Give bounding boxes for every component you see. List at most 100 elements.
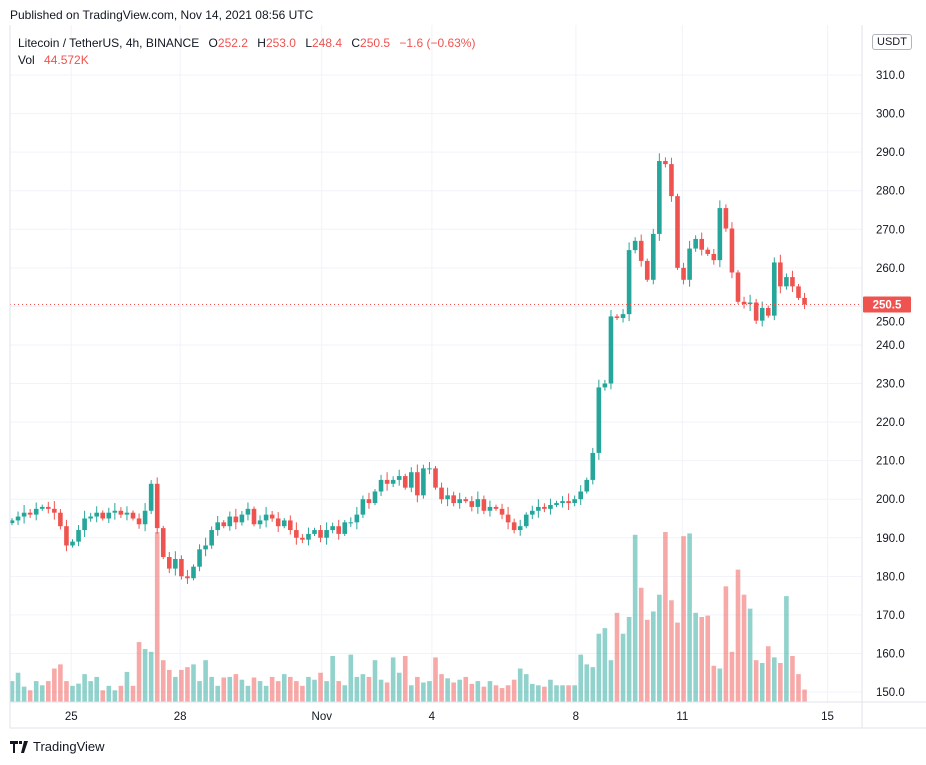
candle-body (536, 506, 541, 511)
candle-body (554, 503, 559, 505)
candle-body (33, 508, 39, 515)
volume-bar (251, 677, 257, 702)
time-tick-label: 4 (429, 711, 436, 723)
volume-bar (632, 534, 638, 702)
time-tick-label: 28 (174, 711, 187, 723)
price-tick-label: 240.0 (876, 340, 905, 352)
candle-body (566, 501, 571, 504)
candle-body (657, 161, 662, 234)
candle-body (21, 512, 27, 517)
candle-body (233, 516, 239, 523)
candle-body (402, 476, 408, 488)
candle-body (499, 508, 505, 515)
close-value: 250.5 (360, 36, 391, 50)
candle-body (711, 253, 717, 261)
volume-bar (257, 681, 263, 702)
candle-body (360, 499, 366, 515)
candle-body (626, 250, 632, 315)
symbol-title: Litecoin / TetherUS, 4h, BINANCE (18, 36, 200, 50)
volume-value: 44.572K (44, 53, 89, 67)
candle-body (167, 557, 172, 569)
candle-body (409, 472, 414, 488)
volume-bar (790, 656, 795, 702)
volume-bar (191, 664, 196, 702)
candle-body (354, 514, 360, 523)
volume-bar (154, 532, 160, 702)
volume-bar (330, 656, 335, 702)
candle-body (70, 541, 75, 546)
volume-bar (15, 672, 21, 702)
volume-bar (52, 668, 57, 702)
candle-body (27, 512, 33, 515)
candle-body (511, 522, 517, 531)
volume-bar (342, 685, 348, 702)
volume-bar (729, 651, 735, 702)
candle-body (100, 512, 106, 519)
price-axis: 150.0 160.0 170.0 180.0 190.0 200.0 210.0 220.0… (876, 70, 905, 699)
high-value: 253.0 (265, 36, 296, 50)
candle-body (39, 506, 45, 509)
volume-bar (124, 671, 130, 702)
candle-body (312, 530, 317, 534)
candle-body (517, 526, 523, 531)
volume-bar (759, 662, 765, 702)
price-tick-label: 220.0 (876, 417, 905, 429)
volume-bar (517, 668, 523, 702)
candle-body (257, 520, 263, 525)
candle-body (324, 530, 329, 538)
last-price-label: 250.5 (873, 299, 902, 311)
candle-body (584, 479, 590, 492)
volume-bar (46, 681, 51, 702)
tradingview-logo[interactable]: TradingView (10, 739, 105, 754)
candle-body (318, 530, 323, 538)
candle-body (94, 512, 99, 517)
candle-body (227, 516, 233, 527)
candle-body (759, 307, 765, 321)
volume-bar (245, 685, 251, 702)
volume-bar (644, 619, 650, 702)
volume-bar (451, 682, 456, 702)
volume-bar (136, 642, 142, 702)
volume-bar (185, 667, 190, 702)
candle-body (58, 512, 63, 527)
currency-button[interactable]: USDT (872, 34, 912, 50)
candle-body (427, 468, 432, 470)
candle-body (142, 510, 148, 525)
candle-body (747, 302, 753, 305)
volume-bar (39, 685, 45, 702)
volume-bar (415, 676, 420, 702)
candle-body (281, 520, 287, 527)
candle-body (548, 504, 553, 509)
candle-body (372, 491, 378, 504)
volume-bar (239, 679, 245, 702)
volume-bars (9, 532, 807, 702)
candle-body (203, 545, 208, 550)
volume-bar (173, 676, 178, 702)
price-tick-label: 260.0 (876, 263, 905, 275)
price-tick-label: 190.0 (876, 533, 905, 545)
candle-body (52, 508, 57, 513)
candle-body (578, 491, 583, 500)
volume-bar (324, 681, 329, 702)
candle-body (681, 267, 686, 280)
volume-bar (215, 685, 220, 702)
volume-bar (179, 669, 184, 702)
volume-bar (590, 667, 596, 702)
candle-body (790, 277, 795, 287)
volume-bar (675, 622, 680, 702)
volume-bar (554, 685, 559, 702)
volume-bar (802, 689, 807, 702)
volume-bar (469, 683, 475, 702)
volume-bar (457, 679, 462, 702)
candle-body (475, 499, 481, 507)
candle-body (209, 530, 214, 546)
volume-bar (221, 677, 227, 702)
candle-body (106, 512, 112, 519)
volume-bar (566, 685, 571, 702)
volume-bar (354, 676, 360, 702)
candle-body (638, 240, 644, 261)
candle-body (306, 533, 311, 540)
candle-body (9, 520, 15, 524)
candle-body (463, 499, 469, 502)
